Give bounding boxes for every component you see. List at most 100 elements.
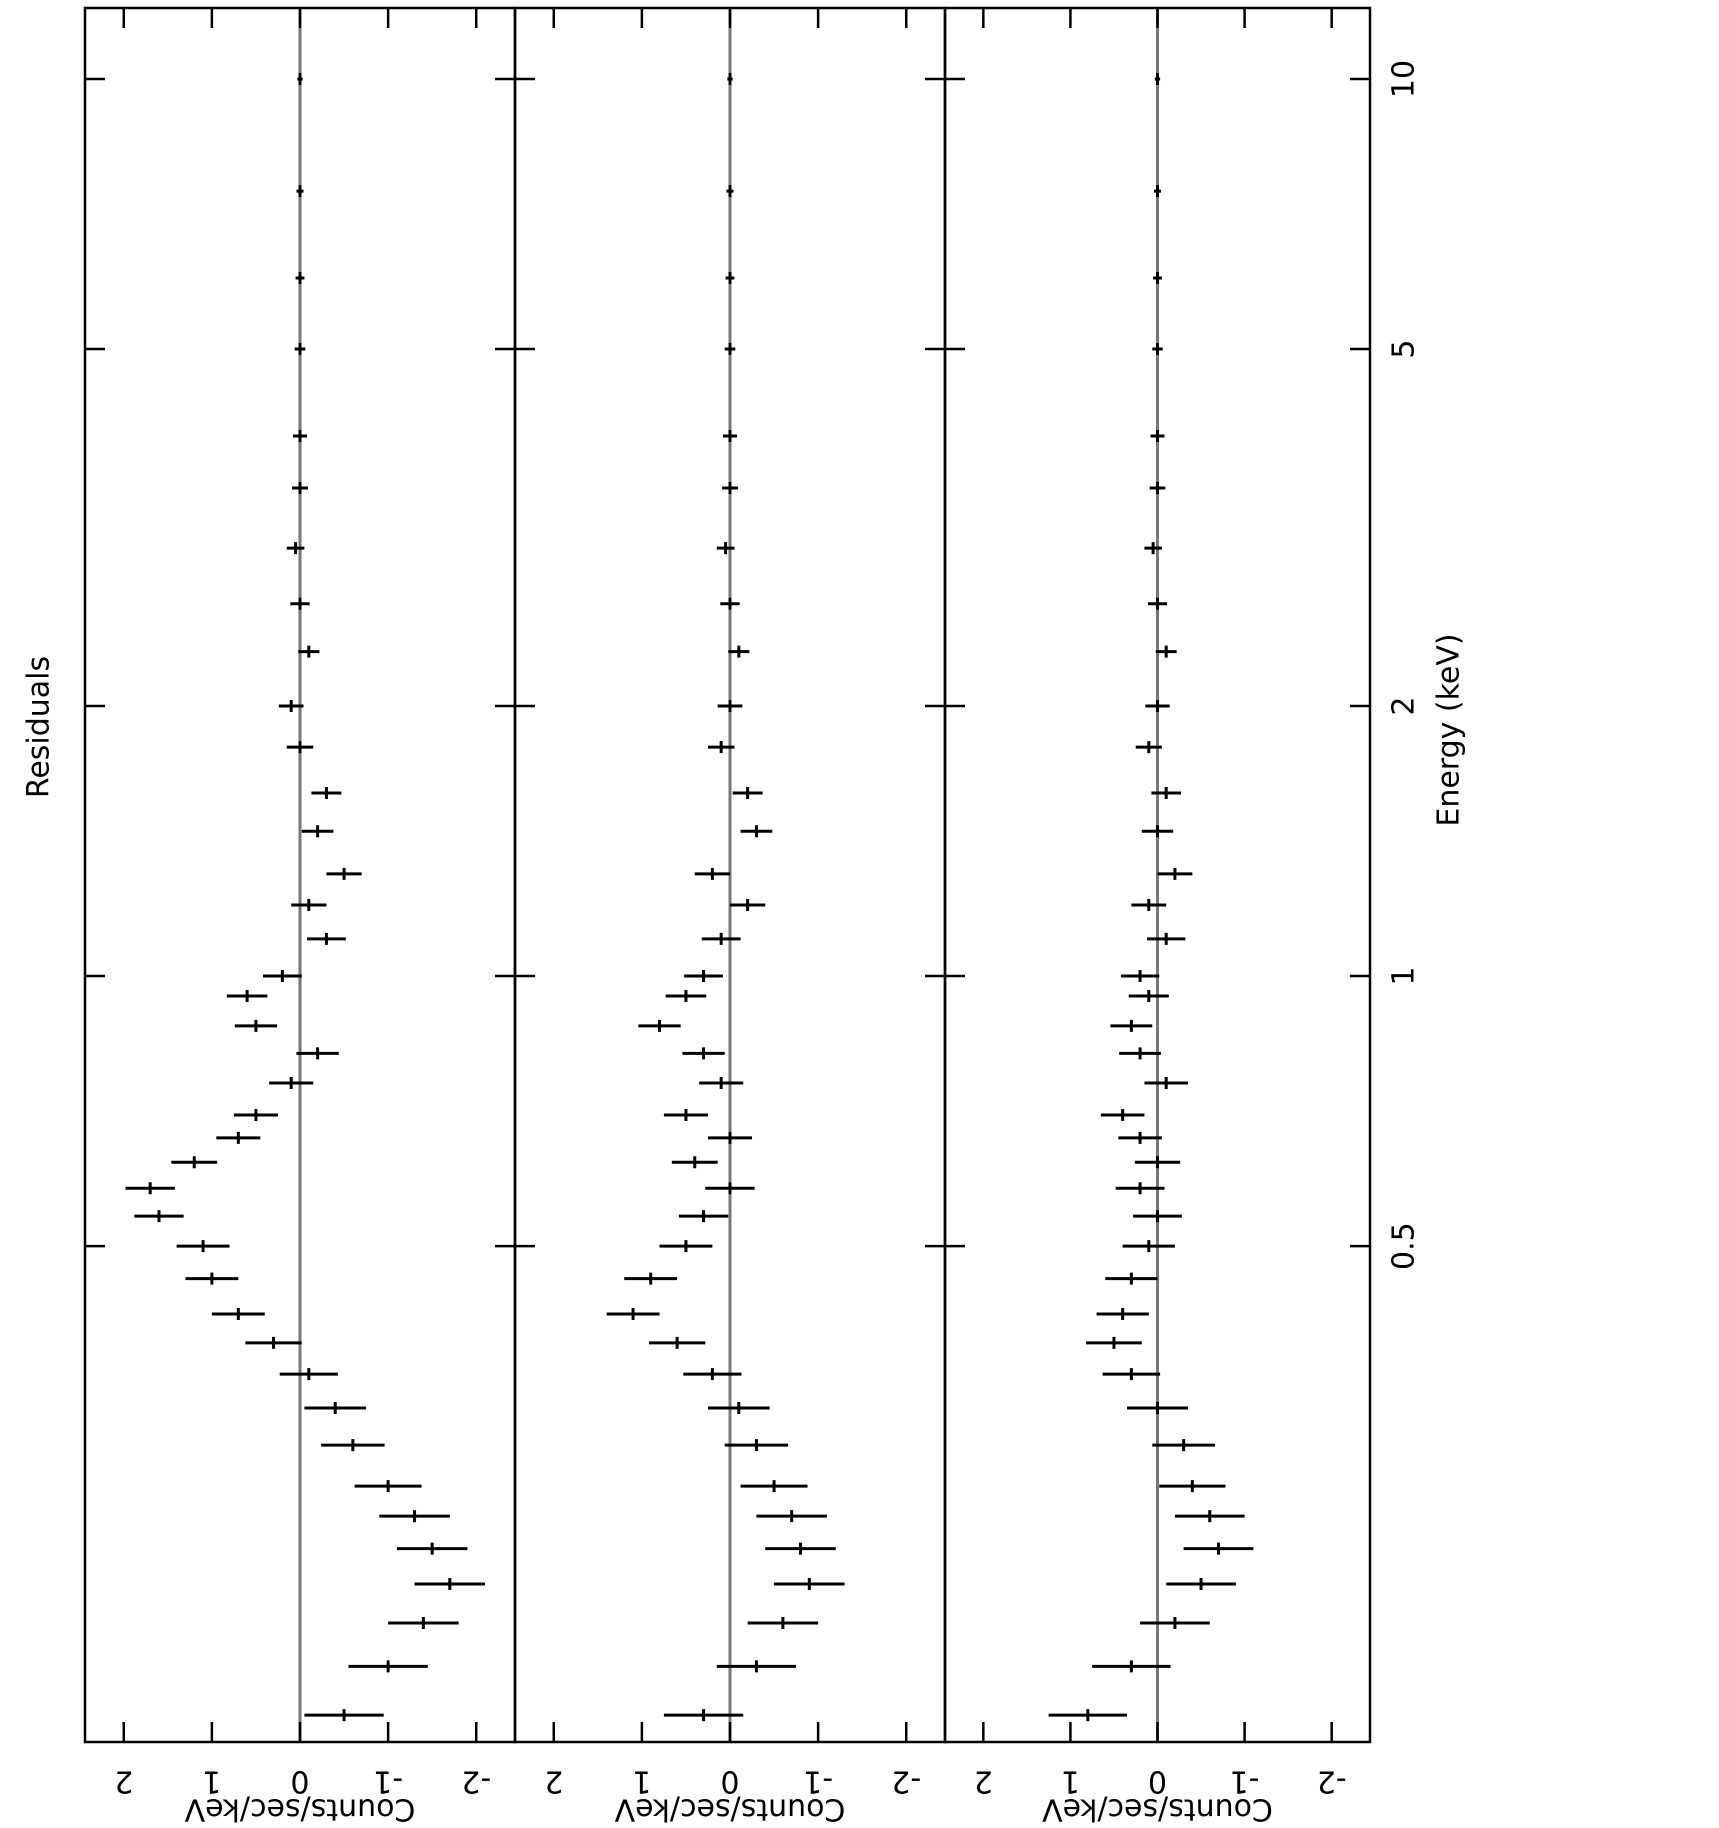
error-bar: [1131, 899, 1167, 912]
error-bar: [233, 1109, 278, 1122]
error-bar: [1100, 1109, 1145, 1122]
error-bar: [725, 272, 735, 285]
error-bar: [1092, 1660, 1171, 1673]
x-tick-label: 5: [1387, 340, 1422, 359]
error-bar: [705, 1182, 755, 1195]
error-bar: [134, 1210, 184, 1223]
error-bar: [756, 1510, 827, 1523]
error-bar: [740, 825, 773, 838]
y-tick-label: -1: [1230, 1764, 1260, 1799]
error-bar: [298, 645, 320, 658]
error-bar: [1128, 990, 1169, 1003]
error-bar: [765, 1542, 836, 1555]
error-bar: [1147, 932, 1186, 945]
x-tick-label: 1: [1387, 967, 1422, 986]
error-bar: [171, 1156, 218, 1169]
y-tick-label: -2: [891, 1764, 921, 1799]
error-bar: [1151, 786, 1182, 799]
error-bar: [638, 1019, 681, 1032]
error-bar: [720, 597, 740, 610]
error-bar: [1135, 741, 1162, 754]
error-bar: [1149, 482, 1166, 495]
error-bar: [304, 1401, 367, 1414]
error-bar: [1086, 1336, 1142, 1349]
y-tick-label: 2: [544, 1764, 563, 1799]
y-tick-label: 0: [720, 1764, 739, 1799]
error-bar: [301, 825, 334, 838]
x-tick-label: 0.5: [1387, 1222, 1422, 1270]
error-bar: [682, 1047, 725, 1060]
error-bar: [279, 1368, 338, 1381]
error-bar: [1152, 1439, 1215, 1452]
error-bar: [1174, 1510, 1245, 1523]
error-bar: [1102, 1368, 1161, 1381]
error-bar: [1134, 1156, 1181, 1169]
error-bar: [1144, 542, 1162, 555]
error-bar: [747, 1617, 819, 1630]
error-bar: [211, 1308, 265, 1321]
error-bar: [1159, 1480, 1226, 1493]
error-bar: [665, 990, 707, 1003]
error-bar: [1144, 1076, 1188, 1089]
y-tick-label: 2: [974, 1764, 993, 1799]
error-bar: [671, 1156, 718, 1169]
error-bar: [1140, 1617, 1210, 1630]
error-bar: [730, 899, 766, 912]
error-bar: [684, 970, 723, 983]
error-bar: [245, 1336, 302, 1349]
error-bar: [707, 1401, 770, 1414]
error-bar: [663, 1709, 744, 1722]
error-bar: [1141, 825, 1174, 838]
error-bar: [1127, 1401, 1188, 1414]
y-tick-label: 2: [114, 1764, 133, 1799]
error-bar: [290, 597, 310, 610]
error-bar: [297, 73, 303, 86]
error-bar: [326, 867, 362, 880]
error-bar: [701, 932, 741, 945]
error-bar: [727, 73, 733, 86]
error-bar: [1119, 1047, 1161, 1060]
error-bar: [774, 1578, 845, 1591]
error-bar: [1133, 1210, 1182, 1223]
error-bar: [624, 1272, 678, 1285]
error-bar: [694, 867, 730, 880]
error-bar: [606, 1308, 660, 1321]
error-bar: [291, 899, 327, 912]
error-bar: [1105, 1272, 1158, 1285]
x-axis-label: Energy (keV): [1432, 633, 1467, 826]
error-bar: [1048, 1709, 1128, 1722]
error-bar: [724, 343, 736, 356]
landscape-group: -2 -1 0 1 2 Counts/sec/keV Residuals -2 -1 0 1 2 Cou…: [22, 6, 1467, 1827]
chart-title: Residuals: [22, 656, 57, 798]
y-axis-label: Counts/sec/keV: [614, 1792, 845, 1827]
error-bar: [648, 1336, 706, 1349]
error-bar: [295, 272, 305, 285]
error-bar: [1122, 1240, 1175, 1253]
error-bar: [262, 970, 302, 983]
error-bar: [722, 482, 738, 495]
error-bar: [716, 1660, 797, 1673]
error-bar: [292, 429, 308, 442]
error-bar: [1147, 597, 1168, 610]
error-bar: [1157, 867, 1193, 880]
error-bar: [307, 932, 346, 945]
error-bar: [726, 185, 734, 198]
error-bar: [234, 1019, 278, 1032]
y-axis-label: Counts/sec/keV: [184, 1792, 415, 1827]
error-bar: [226, 990, 268, 1003]
error-bar: [683, 1368, 742, 1381]
error-bar: [717, 700, 743, 713]
error-bar: [292, 482, 308, 495]
error-bar: [321, 1439, 385, 1452]
error-bar: [1183, 1542, 1254, 1555]
y-tick-label: -1: [803, 1764, 833, 1799]
error-bar: [678, 1210, 729, 1223]
error-bar: [379, 1510, 450, 1523]
error-bar: [1110, 1019, 1153, 1032]
y-tick-label: 0: [1148, 1764, 1167, 1799]
error-bar: [1153, 272, 1162, 285]
y-axis-label: Counts/sec/keV: [1042, 1792, 1273, 1827]
error-bar: [1154, 73, 1161, 86]
error-bar: [663, 1109, 708, 1122]
